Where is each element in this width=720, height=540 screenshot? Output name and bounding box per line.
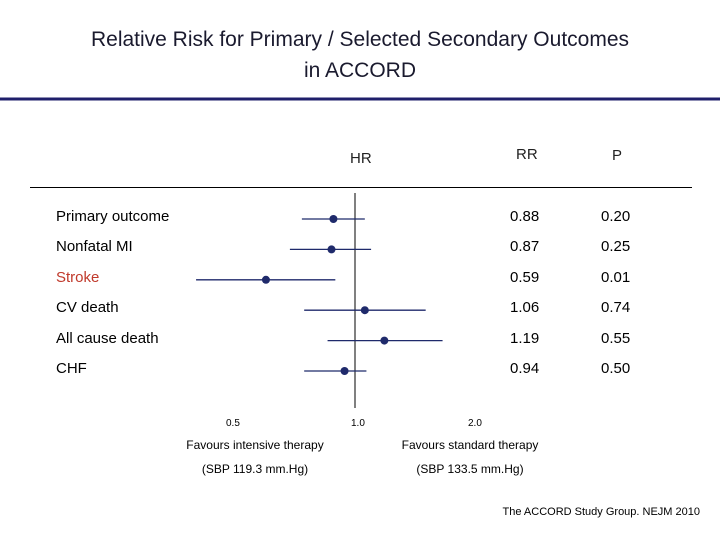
chart-title: Relative Risk for Primary / Selected Sec… <box>0 24 720 86</box>
point-estimate <box>327 245 336 254</box>
rr-value: 1.19 <box>510 329 540 347</box>
title-rule <box>0 97 720 101</box>
row-label: CV death <box>56 299 119 317</box>
title-line-1: Relative Risk for Primary / Selected Sec… <box>90 28 630 51</box>
p-value: 0.74 <box>601 299 631 317</box>
rr-value: 0.59 <box>510 268 540 286</box>
favours-standard: Favours standard therapy (SBP 133.5 mm.H… <box>385 438 555 476</box>
point-estimate <box>329 215 338 223</box>
rr-value: 1.06 <box>510 299 540 317</box>
point-estimate <box>360 306 369 315</box>
favours-intensive-line2: (SBP 119.3 mm.Hg) <box>201 462 309 476</box>
favours-standard-line1: Favours standard therapy <box>401 438 539 452</box>
title-line-2: in ACCORD <box>303 59 417 82</box>
rr-value: 0.94 <box>510 360 540 377</box>
point-estimate <box>380 336 389 345</box>
favours-standard-line2: (SBP 133.5 mm.Hg) <box>416 462 524 476</box>
row-label: Stroke <box>56 268 100 286</box>
row-label: CHF <box>56 360 87 377</box>
favours-intensive-line1: Favours intensive therapy <box>186 438 324 452</box>
citation: The ACCORD Study Group. NEJM 2010 <box>502 506 700 518</box>
favours-intensive: Favours intensive therapy (SBP 119.3 mm.… <box>170 438 340 476</box>
row-label: Nonfatal MI <box>56 238 133 256</box>
header-hr: HR <box>350 150 372 167</box>
table-top-rule <box>30 187 692 188</box>
tick-label-1-0: 1.0 <box>351 418 365 429</box>
p-value: 0.01 <box>601 268 631 286</box>
p-value: 0.55 <box>601 329 631 347</box>
row-label: All cause death <box>56 329 159 347</box>
header-p: P <box>612 147 623 164</box>
row-label: Primary outcome <box>56 208 170 225</box>
p-value: 0.25 <box>601 238 631 256</box>
tick-label-0-5: 0.5 <box>226 418 240 429</box>
p-value: 0.50 <box>601 360 631 377</box>
point-estimate <box>340 367 349 375</box>
rr-value: 0.87 <box>510 238 540 256</box>
point-estimate <box>261 275 270 284</box>
p-value: 0.20 <box>601 208 631 225</box>
header-rr: RR <box>516 146 538 163</box>
rr-value: 0.88 <box>510 208 540 225</box>
tick-label-2-0: 2.0 <box>468 418 482 429</box>
